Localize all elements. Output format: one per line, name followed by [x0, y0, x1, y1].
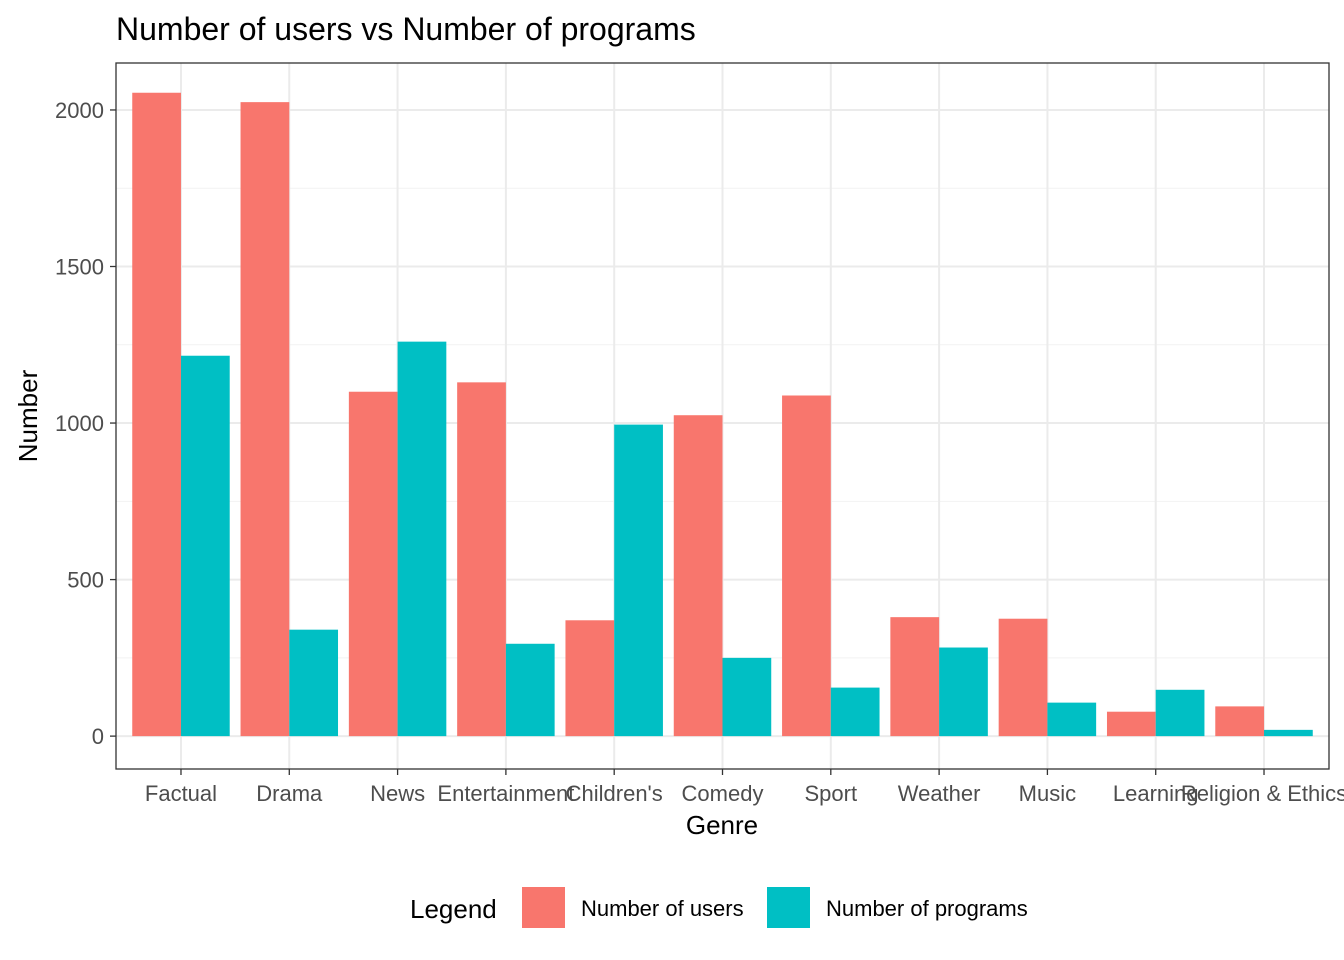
- bar-programs-weather: [939, 647, 988, 737]
- bar-programs-comedy: [722, 657, 772, 737]
- legend-key-users: [522, 887, 565, 928]
- bar-programs-learning: [1155, 689, 1205, 737]
- legend-label-users: Number of users: [581, 896, 744, 921]
- y-tick-label: 2000: [55, 98, 104, 123]
- bar-programs-drama: [289, 629, 339, 737]
- y-tick-label: 0: [92, 724, 104, 749]
- bar-users-drama: [240, 102, 290, 737]
- bar-programs-music: [1047, 702, 1097, 737]
- x-tick-label: News: [370, 781, 425, 806]
- bar-users-learning: [1106, 711, 1156, 737]
- legend: Legend Number of users Number of programs: [410, 887, 1028, 928]
- y-axis: 0 500 1000 1500 2000: [55, 98, 116, 749]
- y-tick-label: 1500: [55, 255, 104, 280]
- bars: [132, 92, 1313, 737]
- y-axis-title: Number: [13, 369, 43, 462]
- bar-users-factual: [132, 92, 181, 737]
- chart-title: Number of users vs Number of programs: [116, 11, 696, 47]
- bar-programs-news: [397, 341, 447, 737]
- y-tick-label: 500: [67, 568, 104, 593]
- legend-key-programs: [767, 887, 810, 928]
- x-tick-label: Music: [1019, 781, 1076, 806]
- bar-programs-factual: [180, 355, 230, 737]
- bar-users-music: [998, 618, 1048, 737]
- x-tick-label: Religion & Ethics: [1181, 781, 1344, 806]
- x-axis-title: Genre: [686, 810, 758, 840]
- x-tick-label: Children's: [566, 781, 663, 806]
- bar-programs-entertainment: [505, 643, 555, 737]
- legend-title: Legend: [410, 894, 497, 924]
- y-tick-label: 1000: [55, 411, 104, 436]
- bar-users-comedy: [673, 415, 723, 737]
- x-tick-label: Weather: [898, 781, 981, 806]
- x-tick-label: Factual: [145, 781, 217, 806]
- bar-programs-religion-ethics: [1264, 729, 1313, 737]
- bar-users-religion-ethics: [1215, 706, 1265, 737]
- bar-users-sport: [782, 395, 831, 737]
- x-tick-label: Comedy: [682, 781, 764, 806]
- bar-users-weather: [890, 617, 940, 737]
- bar-programs-children-s: [614, 424, 663, 737]
- bar-programs-sport: [830, 687, 880, 737]
- x-tick-label: Entertainment: [437, 781, 574, 806]
- bar-users-children-s: [565, 620, 615, 737]
- x-tick-label: Learning: [1113, 781, 1199, 806]
- legend-label-programs: Number of programs: [826, 896, 1028, 921]
- x-tick-label: Drama: [256, 781, 323, 806]
- x-tick-label: Sport: [805, 781, 858, 806]
- bar-users-entertainment: [457, 382, 506, 737]
- bar-users-news: [348, 391, 398, 737]
